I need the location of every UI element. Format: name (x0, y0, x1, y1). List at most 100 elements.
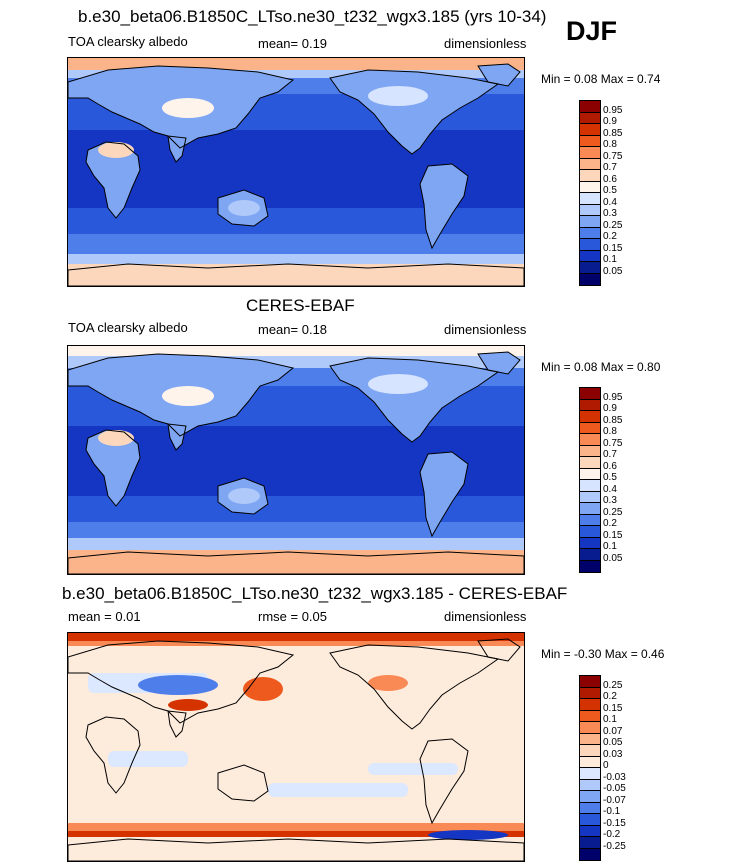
land-area (168, 424, 186, 450)
panel-1-variable-label: TOA clearsky albedo (68, 34, 188, 49)
snow-patch (162, 386, 214, 406)
colorbar-swatch (580, 768, 600, 780)
colorbar-label: 0.6 (603, 173, 617, 185)
colorbar-label: 0.5 (603, 185, 617, 196)
coastline (167, 710, 187, 738)
colorbar-swatch (580, 216, 600, 228)
colorbar-swatch (580, 676, 600, 688)
panel-3-minmax: Min = -0.30 Max = 0.46 (541, 647, 665, 661)
colorbar-label: 0.15 (603, 702, 623, 714)
panel-1-minmax: Min = 0.08 Max = 0.74 (541, 72, 661, 86)
colorbar-label: 0 (603, 760, 609, 771)
season-label: DJF (566, 16, 618, 46)
colorbar-swatch (580, 422, 600, 434)
colorbar-swatch (580, 193, 600, 205)
colorbar-swatch (580, 388, 600, 400)
colorbar-swatch (580, 814, 600, 826)
land-area (168, 136, 186, 162)
coastline (167, 135, 187, 163)
colorbar-swatch (580, 687, 600, 699)
positive-blob (243, 677, 283, 701)
coastline (329, 644, 500, 730)
colorbar-label: 0.3 (603, 495, 617, 506)
colorbar-swatch (580, 158, 600, 170)
colorbar-swatch (580, 112, 600, 124)
colorbar-swatch (580, 710, 600, 722)
colorbar-label: 0.8 (603, 139, 617, 150)
colorbar-swatch (580, 722, 600, 734)
panel-1-title: b.e30_beta06.B1850C_LTso.ne30_t232_wgx3.… (78, 7, 547, 26)
colorbar-swatch (580, 699, 600, 711)
southern-band-2 (68, 831, 524, 837)
coastline (419, 163, 469, 250)
land-area (420, 452, 468, 536)
colorbar-swatch (580, 503, 600, 515)
desert-patch (98, 142, 134, 158)
colorbar-label: 0.25 (603, 219, 623, 231)
colorbar-label: 0.75 (603, 150, 623, 162)
panel-1-mean: mean= 0.19 (258, 36, 328, 51)
coastline (477, 63, 521, 87)
colorbar-label: 0.25 (603, 506, 623, 518)
colorbar-swatch (580, 480, 600, 492)
panel-1-map (67, 57, 525, 287)
colorbar-label: 0.25 (603, 679, 623, 691)
panel-2-map (67, 345, 525, 575)
colorbar-swatch (580, 756, 600, 768)
desert-patch (98, 430, 134, 446)
desert-patch (228, 200, 260, 216)
colorbar-swatch (580, 204, 600, 216)
panel-2-mean: mean= 0.18 (258, 322, 328, 337)
colorbar-swatch (580, 262, 600, 274)
colorbar-label: 0.15 (603, 529, 623, 541)
panel-2-title: CERES-EBAF (246, 296, 355, 315)
colorbar-label: 0.1 (603, 254, 617, 265)
difference-patch (108, 751, 188, 767)
colorbar-swatch (580, 837, 600, 849)
southern-band (68, 823, 524, 831)
coastline (419, 738, 469, 825)
colorbar-swatch (580, 733, 600, 745)
panel-3-colorbar (579, 675, 601, 861)
colorbar-label: 0.2 (603, 231, 617, 242)
coastline (68, 640, 295, 724)
difference-patch (268, 783, 408, 797)
colorbar-swatch (580, 457, 600, 469)
land-area (478, 352, 520, 374)
colorbar-swatch (580, 745, 600, 757)
colorbar-swatch (580, 779, 600, 791)
colorbar-label: -0.1 (603, 806, 621, 817)
negative-blob (138, 675, 218, 695)
albedo-band (68, 234, 524, 254)
panel-3-map (67, 632, 525, 862)
coastline (329, 69, 500, 155)
panel-3-units: dimensionless (444, 609, 527, 624)
coastline (85, 429, 141, 507)
colorbar-label: 0.5 (603, 472, 617, 483)
land-area (478, 64, 520, 86)
colorbar-label: 0.1 (603, 541, 617, 552)
coastline (68, 838, 524, 861)
colorbar-label: -0.2 (603, 829, 621, 840)
colorbar-swatch (580, 250, 600, 262)
colorbar-label: 0.4 (603, 483, 617, 495)
colorbar-swatch (580, 239, 600, 251)
colorbar-label: -0.05 (603, 783, 626, 794)
colorbar-swatch (580, 434, 600, 446)
colorbar-label: 0.8 (603, 426, 617, 437)
coastline (329, 357, 500, 443)
colorbar-swatch (580, 549, 600, 561)
difference-patch (368, 763, 458, 775)
coastline (477, 351, 521, 375)
colorbar-label: 0.03 (603, 748, 623, 760)
colorbar-swatch (580, 848, 600, 860)
colorbar-label: 0.1 (603, 714, 617, 725)
panel-3-rmse: rmse = 0.05 (258, 609, 328, 624)
coastline (85, 141, 141, 219)
colorbar-label: 0.85 (603, 414, 623, 426)
positive-blob (368, 675, 408, 691)
colorbar-swatch (580, 560, 600, 572)
colorbar-label: 0.75 (603, 437, 623, 449)
colorbar-label: -0.25 (603, 840, 626, 852)
coastline (68, 551, 524, 574)
